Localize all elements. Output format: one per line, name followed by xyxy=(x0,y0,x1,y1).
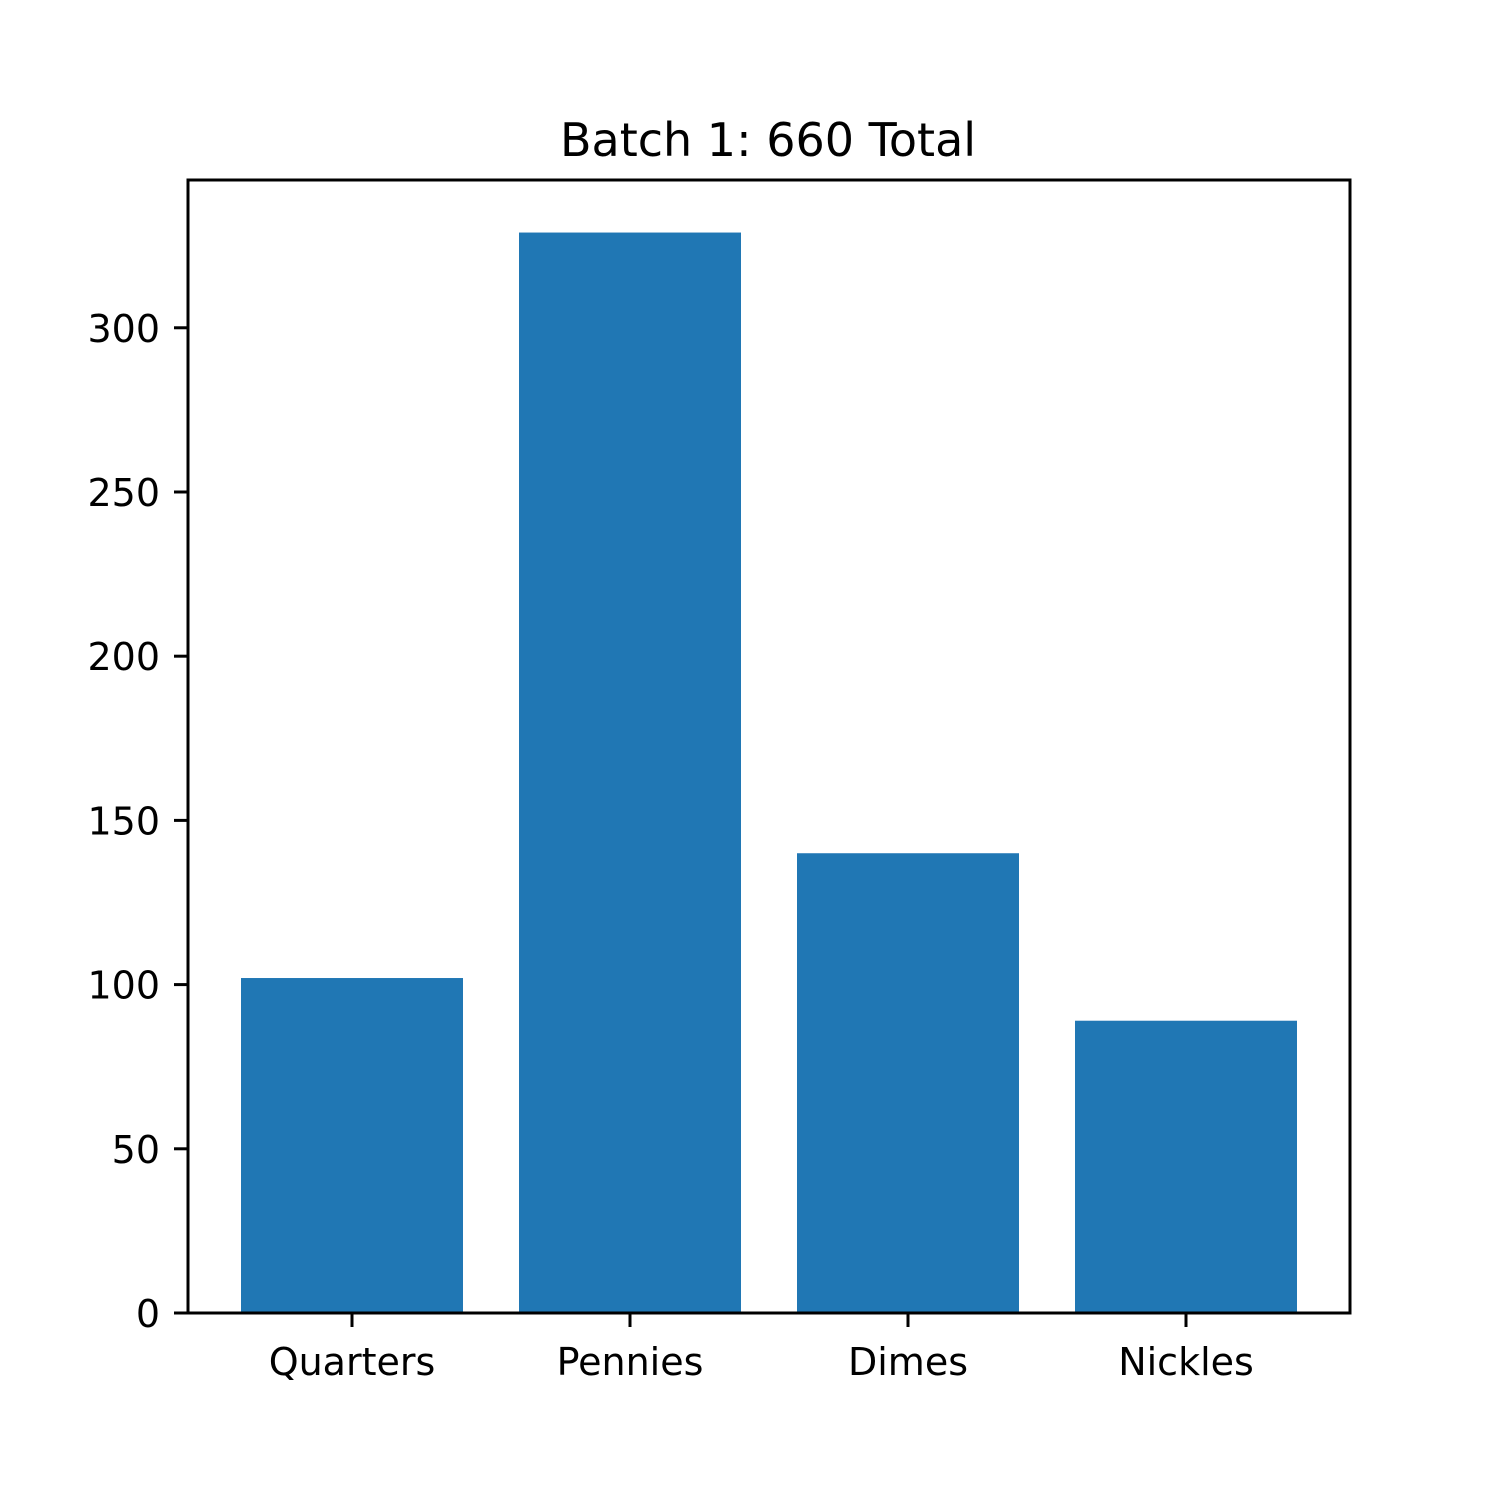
x-tick-label-nickles: Nickles xyxy=(1118,1340,1254,1384)
y-tick-label-300: 300 xyxy=(87,307,160,351)
x-axis: Quarters Pennies Dimes Nickles xyxy=(269,1313,1254,1384)
x-tick-label-dimes: Dimes xyxy=(848,1340,968,1384)
bar-dimes xyxy=(797,853,1019,1313)
bar-pennies xyxy=(519,232,741,1313)
y-tick-label-50: 50 xyxy=(112,1128,160,1172)
x-tick-label-quarters: Quarters xyxy=(269,1340,436,1384)
plot-frame xyxy=(186,178,1352,1315)
y-tick-label-250: 250 xyxy=(87,471,160,515)
y-tick-label-200: 200 xyxy=(87,635,160,679)
y-axis: 0 50 100 150 200 250 300 xyxy=(87,307,188,1336)
x-tick-label-pennies: Pennies xyxy=(557,1340,704,1384)
y-tick-label-150: 150 xyxy=(87,799,160,843)
bar-quarters xyxy=(241,978,463,1313)
y-tick-label-0: 0 xyxy=(136,1292,160,1336)
y-tick-label-100: 100 xyxy=(87,964,160,1008)
bars-group xyxy=(241,232,1297,1313)
chart-title: Batch 1: 660 Total xyxy=(560,113,976,167)
bar-nickles xyxy=(1075,1020,1297,1313)
